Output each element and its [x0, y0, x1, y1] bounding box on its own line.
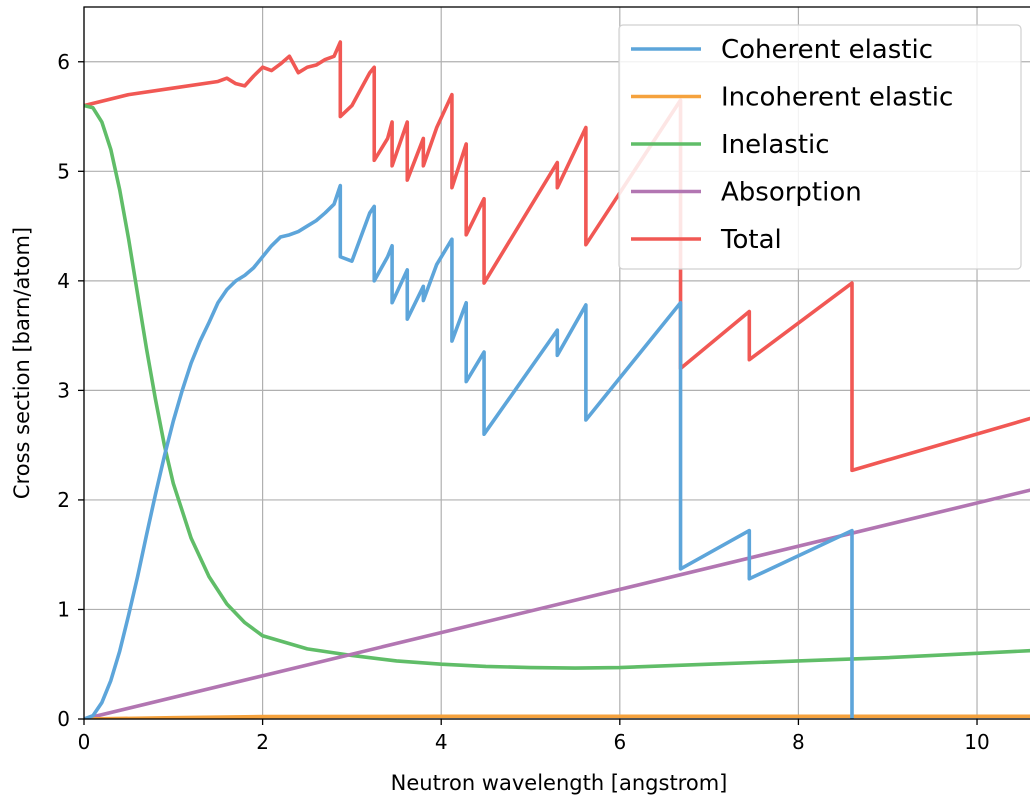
legend-label: Incoherent elastic [721, 83, 953, 113]
y-tick-label: 2 [57, 488, 70, 512]
series-line-coherent-elastic [84, 183, 854, 719]
legend-label: Total [720, 225, 782, 255]
x-tick-label: 10 [964, 730, 989, 754]
series-line-total [84, 40, 1030, 473]
x-tick-label: 4 [435, 730, 448, 754]
y-tick-label: 3 [57, 378, 70, 402]
x-tick-label: 8 [792, 730, 805, 754]
legend-label: Inelastic [721, 130, 830, 160]
series-line-incoherent-elastic [84, 714, 1030, 719]
legend-box [618, 24, 1022, 270]
series-group [84, 40, 1030, 719]
legend: Coherent elastic Incoherent elastic Inelas… [618, 24, 1022, 270]
x-axis-label: Neutron wavelength [angstrom] [391, 771, 728, 795]
legend-label: Absorption [721, 178, 862, 208]
y-axis-label: Cross section [barn/atom] [10, 227, 34, 499]
x-tick-label: 6 [613, 730, 626, 754]
y-tick-label: 1 [57, 597, 70, 621]
ticks: 0 2 4 6 8 10 0 1 2 3 4 5 6 [57, 50, 989, 754]
plot-frame [83, 6, 1030, 720]
series-line-inelastic [84, 103, 1030, 670]
legend-label: Coherent elastic [721, 35, 933, 65]
y-tick-label: 5 [57, 159, 70, 183]
y-tick-label: 6 [57, 50, 70, 74]
series-line-absorption [84, 488, 1030, 719]
y-tick-label: 0 [57, 707, 70, 731]
y-tick-label: 4 [57, 269, 70, 293]
x-tick-label: 2 [256, 730, 269, 754]
x-tick-label: 0 [78, 730, 91, 754]
